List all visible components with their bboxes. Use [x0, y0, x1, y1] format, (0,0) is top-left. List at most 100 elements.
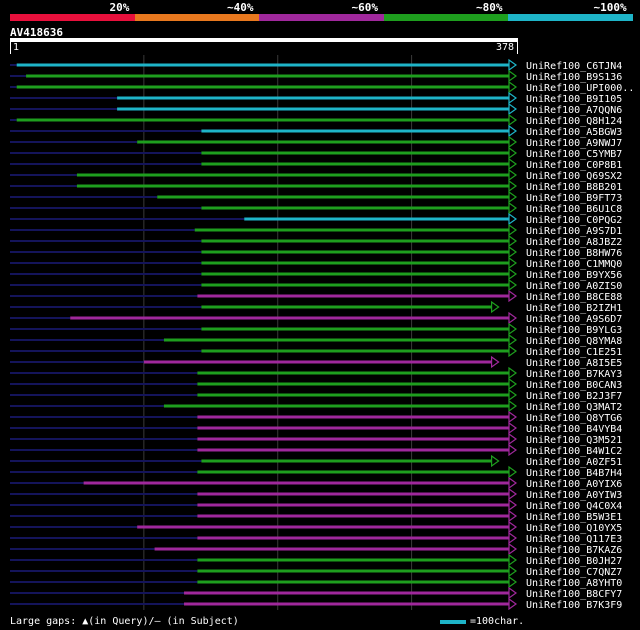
- hit-label[interactable]: UniRef100_B5W3E1: [526, 512, 622, 523]
- hit-label[interactable]: UniRef100_B8CFY7: [526, 589, 622, 600]
- scale-swatch: [440, 619, 466, 624]
- hit-label[interactable]: UniRef100_Q69SX2: [526, 171, 622, 182]
- hit-label[interactable]: UniRef100_B9FT73: [526, 193, 622, 204]
- hit-label[interactable]: UniRef100_A9S7D1: [526, 226, 622, 237]
- query-ruler: 1 378: [10, 42, 518, 54]
- hit-label[interactable]: UniRef100_B4W1C2: [526, 446, 622, 457]
- hit-label[interactable]: UniRef100_B9S136: [526, 72, 622, 83]
- hit-arrow-icon: [508, 564, 518, 578]
- hit-arrow-icon: [508, 487, 518, 501]
- hit-arrow-icon: [508, 476, 518, 490]
- hit-arrow-icon: [508, 102, 518, 116]
- hit-label[interactable]: UniRef100_A8JBZ2: [526, 237, 622, 248]
- hit-arrow-icon: [508, 597, 518, 610]
- hit-label[interactable]: UniRef100_B0CAN3: [526, 380, 622, 391]
- hit-label[interactable]: UniRef100_C1MMQ0: [526, 259, 622, 270]
- hit-arrow-icon: [508, 234, 518, 248]
- hit-label[interactable]: UniRef100_Q10YX5: [526, 523, 622, 534]
- hit-label[interactable]: UniRef100_B8HW76: [526, 248, 622, 259]
- hit-arrow-icon: [508, 333, 518, 347]
- hit-arrow-icon: [508, 410, 518, 424]
- hit-label[interactable]: UniRef100_A9S6D7: [526, 314, 622, 325]
- hit-label[interactable]: UniRef100_A5BGW3: [526, 127, 622, 138]
- hit-arrow-icon: [508, 256, 518, 270]
- hit-label[interactable]: UniRef100_A0ZIS0: [526, 281, 622, 292]
- hit-arrow-icon: [508, 223, 518, 237]
- hit-arrow-icon: [508, 212, 518, 226]
- hit-label[interactable]: UniRef100_B0JH27: [526, 556, 622, 567]
- hit-label[interactable]: UniRef100_B9I105: [526, 94, 622, 105]
- hit-arrow-icon: [508, 157, 518, 171]
- hit-arrow-icon: [490, 454, 500, 468]
- hit-label[interactable]: UniRef100_A9NWJ7: [526, 138, 622, 149]
- hit-arrow-icon: [508, 465, 518, 479]
- hit-arrow-icon: [508, 113, 518, 127]
- hit-label[interactable]: UniRef100_B9YX56: [526, 270, 622, 281]
- hit-label[interactable]: UniRef100_C5YMB7: [526, 149, 622, 160]
- hit-arrow-icon: [508, 443, 518, 457]
- hit-arrow-icon: [508, 388, 518, 402]
- query-bar: [10, 38, 518, 42]
- legend-label: ~80%: [476, 1, 503, 14]
- scale-label: =100char.: [470, 616, 525, 627]
- hit-label[interactable]: UniRef100_A7QQN6: [526, 105, 622, 116]
- hit-label[interactable]: UniRef100_A8YHT0: [526, 578, 622, 589]
- hit-label[interactable]: UniRef100_B7KAY3: [526, 369, 622, 380]
- hit-label[interactable]: UniRef100_A8I5E5: [526, 358, 622, 369]
- hit-arrow-icon: [508, 542, 518, 556]
- hit-label[interactable]: UniRef100_Q8YTG6: [526, 413, 622, 424]
- hit-arrow-icon: [508, 58, 518, 72]
- hit-label[interactable]: UniRef100_C7QNZ7: [526, 567, 622, 578]
- hit-label[interactable]: UniRef100_C0P8B1: [526, 160, 622, 171]
- hit-label[interactable]: UniRef100_B2J3F7: [526, 391, 622, 402]
- hit-arrow-icon: [508, 586, 518, 600]
- hit-label[interactable]: UniRef100_B4B7H4: [526, 468, 622, 479]
- hit-arrow-icon: [508, 289, 518, 303]
- hit-arrow-icon: [508, 179, 518, 193]
- hit-label[interactable]: UniRef100_C1E251: [526, 347, 622, 358]
- hit-label[interactable]: UniRef100_C6TJN4: [526, 61, 622, 72]
- hit-arrow-icon: [508, 311, 518, 325]
- hit-label[interactable]: UniRef100_B9YLG3: [526, 325, 622, 336]
- legend-label: ~60%: [351, 1, 379, 14]
- hit-arrow-icon: [508, 366, 518, 380]
- hit-label[interactable]: UniRef100_Q3MAT2: [526, 402, 622, 413]
- identity-legend: 20% ~40% ~60% ~80% ~100%: [0, 0, 640, 22]
- hit-label[interactable]: UniRef100_B8CE88: [526, 292, 622, 303]
- hit-label[interactable]: UniRef100_B8B201: [526, 182, 622, 193]
- hit-arrow-icon: [508, 432, 518, 446]
- hit-arrow-icon: [508, 553, 518, 567]
- alignment-plot: UniRef100_C6TJN4UniRef100_B9S136UniRef10…: [10, 55, 634, 610]
- hit-label[interactable]: UniRef100_B2IZH1: [526, 303, 622, 314]
- hit-arrow-icon: [490, 355, 500, 369]
- hit-arrow-icon: [508, 135, 518, 149]
- hit-arrow-icon: [508, 520, 518, 534]
- hit-label[interactable]: UniRef100_A0ZF51: [526, 457, 622, 468]
- legend-swatch: [10, 14, 135, 21]
- hit-arrow-icon: [508, 421, 518, 435]
- hit-arrow-icon: [508, 146, 518, 160]
- hit-label[interactable]: UniRef100_Q8H124: [526, 116, 622, 127]
- hit-arrow-icon: [508, 245, 518, 259]
- hit-arrow-icon: [508, 322, 518, 336]
- hit-label[interactable]: UniRef100_B4VYB4: [526, 424, 622, 435]
- hit-label[interactable]: UniRef100_Q8YMA8: [526, 336, 622, 347]
- hit-label[interactable]: UniRef100_B7KAZ6: [526, 545, 622, 556]
- hit-arrow-icon: [508, 344, 518, 358]
- hit-label[interactable]: UniRef100_B6U1C8: [526, 204, 622, 215]
- hit-label[interactable]: UniRef100_Q4C0X4: [526, 501, 622, 512]
- gaps-legend: Large gaps: ▲(in Query)/— (in Subject): [10, 616, 239, 627]
- legend-swatch: [508, 14, 633, 21]
- hit-arrow-icon: [508, 509, 518, 523]
- hit-label[interactable]: UniRef100_C0PQG2: [526, 215, 622, 226]
- hit-label[interactable]: UniRef100_Q117E3: [526, 534, 622, 545]
- hit-label[interactable]: UniRef100_Q3M521: [526, 435, 622, 446]
- hit-label[interactable]: UniRef100_UPI000..: [526, 83, 634, 94]
- hit-label[interactable]: UniRef100_A0YIW3: [526, 490, 622, 501]
- hit-label[interactable]: UniRef100_A0YIX6: [526, 479, 622, 490]
- hit-label[interactable]: UniRef100_B7K3F9: [526, 600, 622, 610]
- hit-arrow-icon: [508, 377, 518, 391]
- legend-swatch: [259, 14, 384, 21]
- ruler-start-tick: [10, 42, 11, 54]
- hit-arrow-icon: [508, 575, 518, 589]
